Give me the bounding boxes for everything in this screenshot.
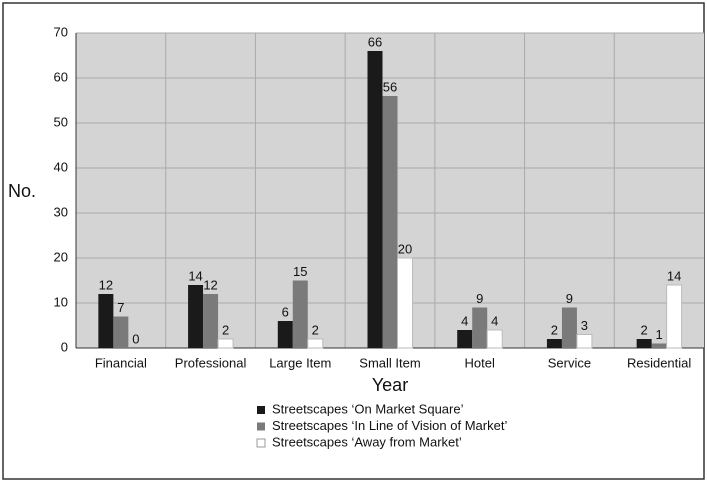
x-tick-label: Residential (627, 355, 691, 370)
bar (307, 338, 324, 349)
bar (457, 330, 473, 348)
data-label: 2 (222, 322, 229, 337)
data-label: 56 (383, 79, 397, 94)
bar (472, 307, 488, 348)
data-label: 15 (293, 264, 307, 279)
x-tick-label: Professional (175, 355, 247, 370)
bar (188, 285, 204, 348)
y-tick-label: 30 (54, 204, 68, 219)
bar (636, 339, 652, 348)
data-label: 4 (491, 313, 498, 328)
bar (382, 96, 398, 348)
legend-swatch (257, 406, 265, 414)
data-label: 0 (132, 331, 139, 346)
y-tick-label: 10 (54, 294, 68, 309)
data-label: 2 (551, 322, 558, 337)
x-tick-label: Large Item (269, 355, 331, 370)
data-label: 6 (282, 304, 289, 319)
y-tick-label: 70 (54, 24, 68, 39)
bar (576, 334, 593, 349)
data-label: 12 (99, 277, 113, 292)
y-tick-label: 40 (54, 159, 68, 174)
bar (217, 338, 234, 349)
data-label: 4 (461, 313, 468, 328)
data-label: 9 (566, 291, 573, 306)
bar (397, 257, 413, 349)
legend-label: Streetscapes ‘Away from Market’ (272, 434, 462, 449)
legend-label: Streetscapes ‘On Market Square’ (272, 401, 464, 416)
legend-swatch (256, 438, 266, 448)
y-tick-label: 50 (54, 114, 68, 129)
x-tick-label: Hotel (465, 355, 495, 370)
data-label: 2 (641, 322, 648, 337)
legend-label: Streetscapes ‘In Line of Vision of Marke… (272, 418, 507, 433)
data-label: 66 (368, 34, 382, 49)
bar (651, 343, 667, 348)
bar (367, 51, 383, 348)
data-label: 2 (312, 322, 319, 337)
legend-swatch (257, 422, 265, 431)
data-label: 20 (398, 241, 412, 256)
data-label: 7 (117, 300, 124, 315)
bar (113, 316, 129, 348)
bar (277, 321, 293, 348)
bar (98, 294, 114, 348)
x-tick-label: Financial (95, 355, 147, 370)
data-label: 1 (656, 327, 663, 342)
data-label: 14 (667, 268, 681, 283)
y-tick-label: 0 (61, 339, 68, 354)
bar (546, 339, 562, 348)
bar (203, 294, 219, 348)
bar (666, 284, 683, 349)
y-axis-label: No. (8, 181, 36, 201)
y-tick-label: 60 (54, 69, 68, 84)
x-axis-label: Year (372, 375, 408, 395)
data-label: 14 (188, 268, 202, 283)
x-tick-label: Small Item (359, 355, 420, 370)
x-tick-label: Service (548, 355, 591, 370)
bar (561, 307, 577, 348)
bar (292, 280, 308, 348)
data-label: 9 (476, 291, 483, 306)
bar (486, 329, 503, 349)
data-label: 12 (203, 277, 217, 292)
y-tick-label: 20 (54, 249, 68, 264)
data-label: 3 (581, 318, 588, 333)
